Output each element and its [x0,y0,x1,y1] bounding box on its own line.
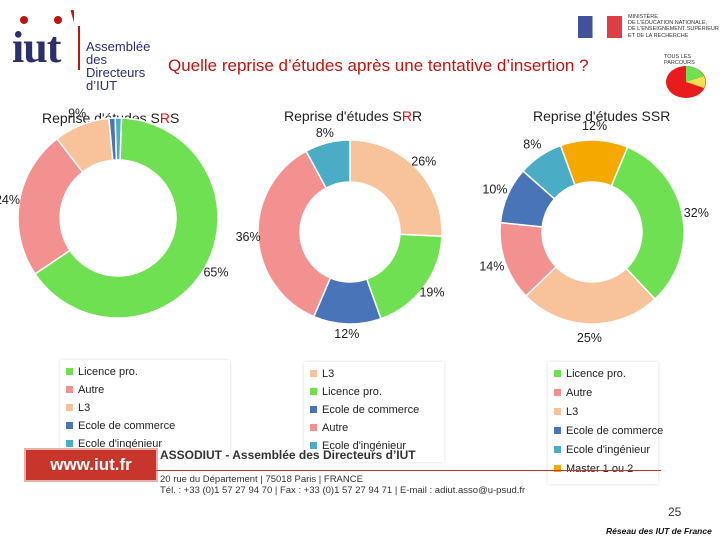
legend-item: Ecole de commerce [66,420,175,432]
legend-item: Ecole de commerce [310,404,419,416]
legend-label: Licence pro. [566,368,626,380]
legend-item: Licence pro. [554,368,626,380]
page-number: 25 [668,505,682,519]
slice-label-1-0: 26% [411,155,436,169]
slice-label-2-5: 8% [523,137,541,151]
legend-swatch [554,465,561,472]
legend-item: Ecole d'ingénieur [66,438,162,450]
legend-label: Licence pro. [322,386,382,398]
legend-swatch [554,370,561,377]
legend-swatch [310,442,317,449]
legend-item: L3 [310,368,334,380]
legend-srs: Licence pro. Autre L3 Ecole de commerce Ecol… [60,360,230,458]
legend-label: Licence pro. [78,366,138,378]
footer-assoc-name: ASSODIUT - Assemblée des Directeurs d’IU… [160,448,416,462]
legend-label: Autre [322,422,349,434]
slice-label-2-4: 10% [482,182,507,196]
legend-label: L3 [322,368,335,380]
slice-label-2-2: 25% [577,331,602,345]
slice-2-ecole-d-ing-nieur [522,144,576,200]
legend-swatch [66,440,73,447]
logo-dots-icon [20,10,74,24]
legend-swatch [66,368,73,375]
legend-item: Licence pro. [66,366,138,378]
logo-line-2: des Directeurs [86,52,146,80]
slice-0-autre [17,137,84,275]
legend-label: Autre [78,384,105,396]
page-title: Quelle reprise d’études après une tentat… [168,56,589,75]
slice-1-autre [257,150,332,318]
legend-item: Autre [66,384,104,396]
chart-title-srr: Reprise d'études SRR [284,108,423,124]
slice-0-licence-pro- [34,117,219,319]
slice-2-licence-pro- [610,146,685,301]
footer-address-block: 20 rue du Département | 75018 Paris | FR… [160,474,525,496]
slice-label-0-1: 24% [0,193,20,207]
slice-1-l3 [349,139,443,238]
ministry-text: MINISTÈRE DE L'ÉDUCATION NATIONALE, DE L… [628,14,719,39]
footer-divider [156,470,661,471]
network-name: Réseau des IUT de France [606,526,712,536]
logo-line-3: d’IUT [86,78,118,93]
mini-pie-thumbnail [666,66,706,98]
chart-title-ssr: Reprise d'études SSR [533,108,671,124]
legend-item: Ecole d'ingénieur [310,440,406,452]
footer-address: 20 rue du Département | 75018 Paris | FR… [160,474,363,485]
legend-swatch [554,446,561,453]
legend-label: Ecole d'ingénieur [566,444,651,456]
slice-1-ecole-d-ing-nieur [305,139,351,190]
legend-item: L3 [66,402,90,414]
legend-item: Master 1 ou 2 [554,463,633,475]
legend-item: L3 [554,406,578,418]
legend-label: L3 [78,402,91,414]
logo-line-1: Assemblée [86,39,151,54]
legend-label: Autre [566,387,593,399]
legend-ssr: Licence pro. Autre L3 Ecole de commerce Ecol… [548,362,663,484]
legend-swatch [310,388,317,395]
legend-srr: L3 Licence pro. Ecole de commerce Autre Ecol… [304,362,444,462]
legend-swatch [66,404,73,411]
legend-swatch [554,389,561,396]
legend-label: Ecole d'ingénieur [78,438,163,450]
legend-label: Ecole de commerce [566,425,664,437]
legend-swatch [310,406,317,413]
legend-label: Ecole de commerce [78,420,176,432]
slice-label-0-2: 9% [68,107,86,121]
legend-swatch [66,422,73,429]
slice-label-1-1: 19% [419,286,444,300]
slice-label-2-1: 32% [684,206,709,220]
legend-swatch [66,386,73,393]
legend-label: Ecole d'ingénieur [322,440,407,452]
legend-swatch [310,424,317,431]
legend-item: Autre [310,422,348,434]
logo-wordmark: iut [12,23,61,72]
slice-label-2-0: 12% [582,119,607,133]
legend-swatch [554,408,561,415]
legend-item: Ecole de commerce [554,425,663,437]
ministry-flag-icon [578,16,622,38]
footer-contact: Tél. : +33 (0)1 57 27 94 70 | Fax : +33 … [160,485,526,496]
iut-logo: iut Assemblée des Directeurs d’IUT [6,6,156,92]
footer-url-link[interactable]: www.iut.fr [24,448,158,482]
legend-swatch [310,370,317,377]
legend-item: Licence pro. [310,386,382,398]
slice-label-2-3: 14% [479,260,504,274]
slice-label-1-2: 12% [334,327,359,341]
slice-1-licence-pro- [365,233,443,320]
legend-label: Ecole de commerce [322,404,420,416]
legend-label: Master 1 ou 2 [566,463,634,475]
slice-0-ecole-d-ing-nieur [114,117,123,161]
slice-label-1-4: 8% [316,126,334,140]
slice-label-1-3: 36% [236,230,261,244]
legend-swatch [554,427,561,434]
legend-item: Autre [554,387,592,399]
legend-label: L3 [566,406,579,418]
legend-item: Ecole d'ingénieur [554,444,650,456]
slice-label-0-0: 65% [203,265,228,279]
mini-chart-title: TOUS LES PARCOURS [664,54,695,66]
